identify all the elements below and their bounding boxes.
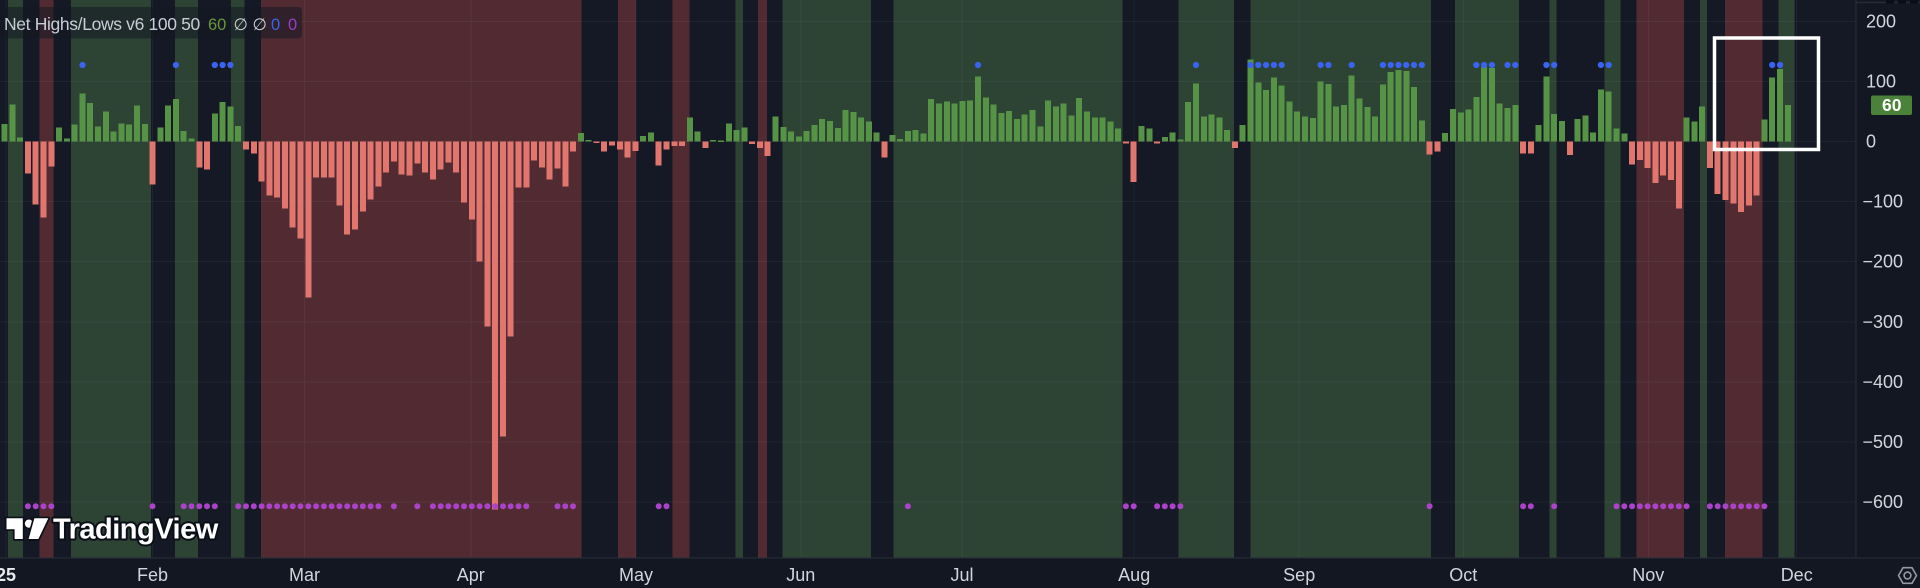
svg-text:Sep: Sep <box>1283 565 1315 585</box>
svg-text:60: 60 <box>208 16 226 34</box>
svg-text:Apr: Apr <box>457 565 485 585</box>
svg-text:∅: ∅ <box>234 16 248 34</box>
svg-text:−200: −200 <box>1863 252 1904 272</box>
svg-text:−600: −600 <box>1863 492 1904 512</box>
svg-text:∅: ∅ <box>253 16 267 34</box>
svg-text:Net Highs/Lows v6 100 50: Net Highs/Lows v6 100 50 <box>4 14 201 34</box>
svg-text:Aug: Aug <box>1118 565 1150 585</box>
svg-text:Mar: Mar <box>289 565 320 585</box>
svg-text:May: May <box>619 565 653 585</box>
svg-text:Dec: Dec <box>1781 565 1813 585</box>
svg-text:Nov: Nov <box>1632 565 1664 585</box>
svg-text:100: 100 <box>1866 71 1896 91</box>
svg-text:60: 60 <box>1882 95 1902 115</box>
svg-text:Jul: Jul <box>950 565 973 585</box>
svg-text:Oct: Oct <box>1449 565 1477 585</box>
svg-text:Jun: Jun <box>786 565 815 585</box>
svg-text:0: 0 <box>271 16 280 34</box>
svg-text:25: 25 <box>0 565 16 585</box>
svg-text:−500: −500 <box>1863 432 1904 452</box>
svg-text:0: 0 <box>1866 132 1876 152</box>
svg-text:200: 200 <box>1866 11 1896 31</box>
svg-text:Feb: Feb <box>137 565 168 585</box>
svg-text:−300: −300 <box>1863 312 1904 332</box>
svg-text:−100: −100 <box>1863 192 1904 212</box>
svg-text:TradingView: TradingView <box>53 514 219 546</box>
svg-text:0: 0 <box>288 16 297 34</box>
svg-text:−400: −400 <box>1863 372 1904 392</box>
